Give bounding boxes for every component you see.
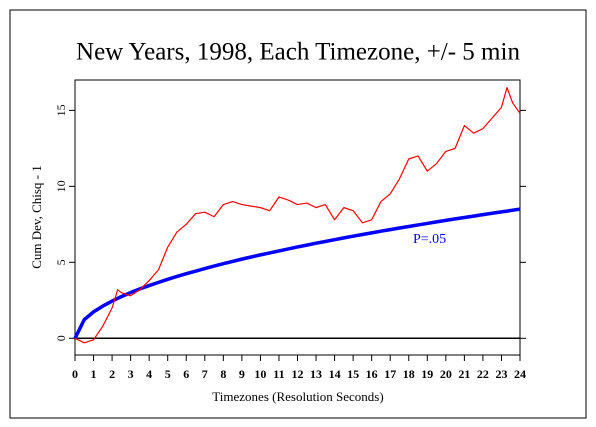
frame: [9, 9, 587, 419]
x-tick-label: 24: [514, 367, 526, 381]
x-tick-label: 8: [220, 367, 226, 381]
y-axis-label: Cum Dev, Chisq - 1: [29, 165, 44, 269]
annotation: P=.05: [413, 232, 446, 247]
x-tick-label: 18: [403, 367, 415, 381]
series-line: [74, 86, 521, 344]
y-tick-label: 10: [54, 180, 68, 192]
x-tick-label: 10: [254, 367, 266, 381]
x-tick-label: 11: [273, 367, 284, 381]
x-tick-label: 23: [495, 367, 507, 381]
x-tick-label: 17: [384, 367, 396, 381]
x-tick-label: 13: [310, 367, 322, 381]
x-tick-label: 16: [366, 367, 378, 381]
x-axis-label: Timezones (Resolution Seconds): [212, 389, 383, 404]
x-tick-label: 9: [239, 367, 245, 381]
series-line: [73, 207, 521, 340]
y-tick-label: 5: [54, 259, 68, 265]
x-tick-label: 5: [165, 367, 171, 381]
x-tick-label: 3: [128, 367, 134, 381]
y-tick-label: 0: [54, 335, 68, 341]
x-tick-label: 14: [329, 367, 341, 381]
x-tick-label: 12: [292, 367, 304, 381]
x-tick-label: 2: [109, 367, 115, 381]
x-tick-label: 6: [183, 367, 189, 381]
x-tick-label: 15: [347, 367, 359, 381]
x-tick-label: 20: [440, 367, 452, 381]
x-tick-label: 21: [458, 367, 470, 381]
x-tick-label: 4: [146, 367, 152, 381]
x-tick-label: 0: [72, 367, 78, 381]
chart-title: New Years, 1998, Each Timezone, +/- 5 mi…: [76, 39, 520, 66]
x-tick-label: 22: [477, 367, 489, 381]
x-tick-label: 19: [421, 367, 433, 381]
y-tick-label: 15: [54, 104, 68, 116]
x-tick-label: 1: [91, 367, 97, 381]
x-tick-label: 7: [202, 367, 208, 381]
